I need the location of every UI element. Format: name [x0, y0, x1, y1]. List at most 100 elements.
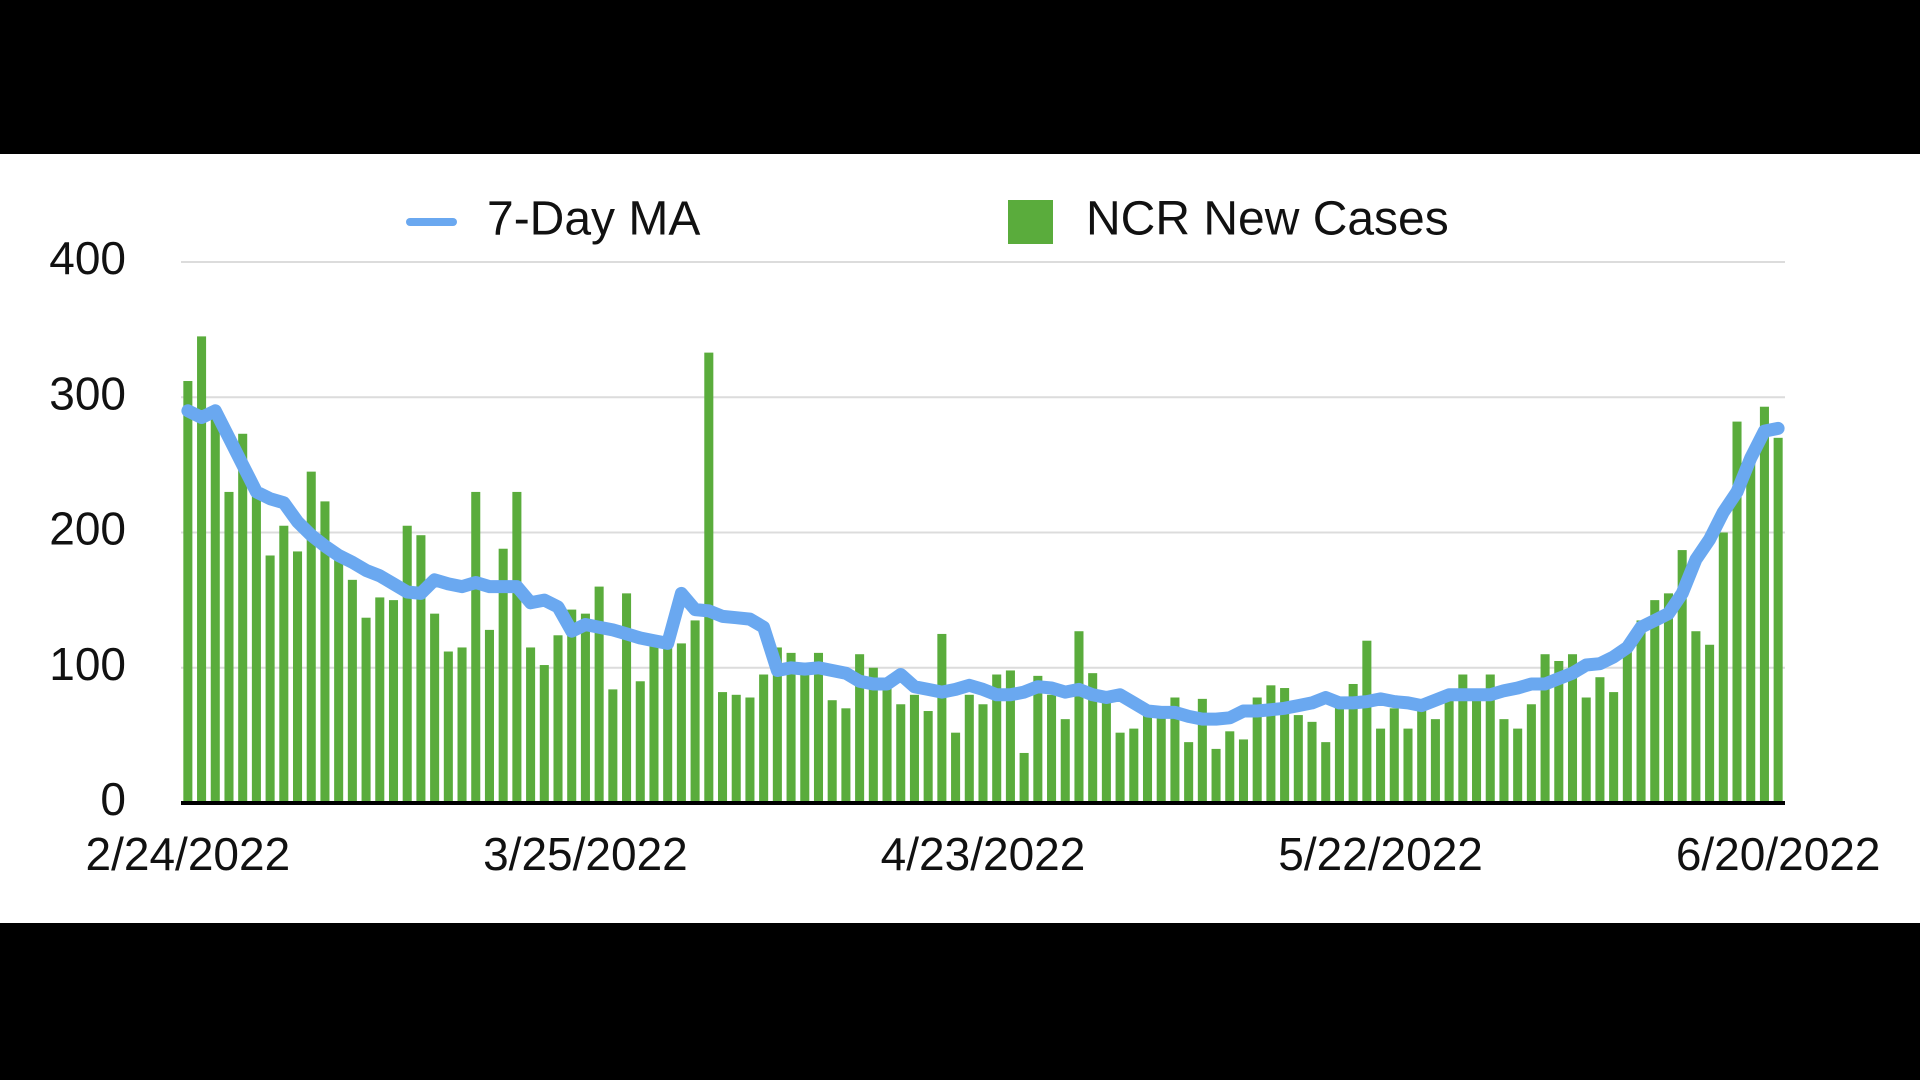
bar — [484, 629, 494, 803]
bar — [1170, 697, 1180, 803]
bar — [937, 633, 947, 803]
bar — [402, 525, 412, 803]
bar — [293, 551, 303, 803]
bar — [855, 654, 865, 803]
bar — [964, 694, 974, 803]
bar — [347, 579, 357, 803]
bar — [1499, 719, 1509, 803]
bar — [868, 667, 878, 803]
bar — [1759, 406, 1769, 803]
bar — [1595, 677, 1605, 803]
bar — [1705, 644, 1715, 803]
bar — [992, 674, 1002, 803]
bar — [676, 643, 686, 803]
bar — [704, 352, 714, 803]
bar — [320, 501, 330, 803]
bar — [1019, 752, 1029, 803]
bar — [923, 711, 933, 803]
bar — [635, 681, 645, 803]
bar — [306, 471, 316, 803]
bar — [1005, 670, 1015, 803]
bar — [1691, 631, 1701, 803]
bar — [1732, 421, 1742, 803]
bar — [1773, 437, 1783, 803]
x-tick-label: 3/25/2022 — [483, 828, 688, 880]
bar — [224, 491, 234, 803]
bar — [210, 417, 220, 803]
bar — [978, 704, 988, 803]
x-tick-label: 6/20/2022 — [1676, 828, 1881, 880]
bar — [1513, 728, 1523, 803]
bar — [649, 640, 659, 803]
bar — [388, 600, 399, 803]
bar — [1101, 694, 1111, 803]
x-tick-label: 2/24/2022 — [86, 828, 291, 880]
bar — [1088, 673, 1098, 803]
y-tick-label: 100 — [49, 638, 126, 690]
bar — [265, 555, 275, 803]
bar — [1622, 647, 1632, 803]
bar — [1389, 708, 1399, 803]
bar — [841, 708, 851, 803]
bar — [361, 617, 371, 803]
bar — [622, 593, 632, 803]
bar — [813, 652, 824, 803]
bar — [1266, 685, 1276, 803]
legend-label: 7-Day MA — [487, 193, 700, 246]
bar — [471, 491, 481, 803]
bar — [1074, 631, 1084, 803]
bar — [909, 694, 919, 803]
bar — [1663, 593, 1673, 803]
bar — [334, 559, 344, 803]
bar — [1417, 708, 1427, 803]
bar — [896, 704, 906, 803]
bar — [1567, 654, 1578, 803]
bar — [594, 586, 604, 803]
bar — [1334, 698, 1344, 803]
bar — [1485, 674, 1495, 803]
bar — [745, 697, 755, 803]
bar — [1156, 715, 1166, 803]
bar — [731, 694, 741, 803]
x-tick-label: 4/23/2022 — [881, 828, 1086, 880]
legend-swatch — [1008, 200, 1053, 244]
bar — [526, 647, 536, 803]
bar — [1677, 550, 1687, 803]
bar — [567, 609, 577, 803]
bar — [1581, 697, 1591, 803]
bar — [1609, 692, 1619, 803]
bar — [1526, 704, 1536, 803]
y-tick-label: 200 — [49, 503, 126, 555]
y-tick-label: 400 — [49, 232, 126, 284]
bar — [197, 336, 207, 803]
bar — [416, 535, 426, 803]
bar — [430, 613, 440, 803]
bar — [1293, 715, 1303, 803]
bar — [1047, 694, 1057, 803]
bar — [457, 647, 467, 803]
bar — [690, 620, 700, 803]
bar — [1540, 654, 1550, 803]
bar — [1376, 728, 1386, 803]
bar — [772, 647, 782, 803]
y-tick-label: 300 — [49, 367, 126, 419]
bar — [238, 433, 248, 803]
bar — [1129, 728, 1139, 803]
bar — [1458, 674, 1468, 803]
bar — [375, 597, 385, 803]
legend-label: NCR New Cases — [1086, 193, 1449, 246]
bar — [1225, 731, 1235, 803]
bar — [800, 667, 810, 803]
bar — [1321, 742, 1331, 803]
bar — [498, 548, 508, 803]
bar — [580, 613, 590, 803]
bar — [539, 665, 549, 803]
bar — [1238, 739, 1249, 803]
bar — [512, 491, 522, 803]
bar — [717, 692, 728, 803]
bar — [1211, 748, 1221, 803]
bar — [1403, 728, 1413, 803]
bar — [279, 525, 289, 803]
bar — [1472, 697, 1482, 803]
